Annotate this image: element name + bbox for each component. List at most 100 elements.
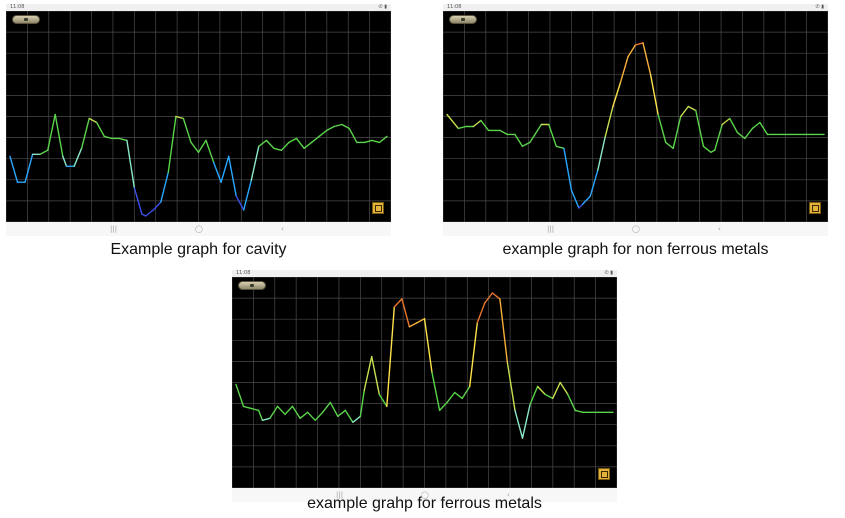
signal-segment	[529, 385, 539, 406]
home-icon[interactable]: ◯	[632, 225, 640, 233]
signal-segment	[337, 409, 347, 418]
signal-segment	[555, 145, 565, 150]
menu-pill-button[interactable]	[238, 281, 266, 290]
signal-segment	[378, 393, 388, 408]
android-nav-bar: ||| ◯ ‹	[232, 488, 617, 502]
signal-segment	[491, 292, 501, 300]
signal-segment	[250, 407, 260, 412]
signal-segment	[408, 322, 418, 328]
home-icon[interactable]: ◯	[195, 225, 203, 233]
signal-segment	[54, 113, 64, 158]
signal-segment	[438, 401, 448, 412]
signal-segment	[295, 137, 305, 150]
android-nav-bar: ||| ◯ ‹	[6, 222, 391, 236]
signal-segment	[160, 171, 170, 203]
back-icon[interactable]: ‹	[718, 225, 721, 233]
android-nav-bar: ||| ◯ ‹	[443, 222, 828, 236]
signal-segment	[370, 355, 381, 396]
signal-segment	[710, 149, 716, 154]
cavity-screenshot: 11:08 ✆ ▮ ||| ◯ ‹	[6, 4, 391, 236]
graph-screen	[443, 11, 828, 222]
signal-segment	[47, 113, 56, 152]
settings-badge-icon[interactable]	[598, 468, 610, 480]
signal-segment	[480, 119, 490, 132]
menu-pill-button[interactable]	[12, 15, 40, 24]
back-icon[interactable]: ‹	[281, 225, 284, 233]
status-time: 11:08	[236, 270, 251, 276]
signal-segment	[235, 195, 245, 211]
signal-segment	[453, 391, 463, 400]
signal-segment	[446, 391, 456, 404]
signal-segment	[250, 145, 260, 181]
signal-segment	[144, 209, 155, 217]
signal-segment	[664, 141, 674, 150]
signal-segment	[126, 139, 136, 189]
home-icon[interactable]: ◯	[421, 491, 429, 499]
signal-segment	[446, 113, 460, 130]
cavity-graph	[6, 11, 391, 222]
status-system-icons: ✆ ▮	[378, 4, 387, 10]
signal-segment	[759, 121, 769, 136]
signal-segment	[321, 401, 332, 414]
signal-segment	[457, 125, 467, 130]
signal-segment	[261, 417, 271, 422]
signal-segment	[273, 147, 283, 152]
ferrous-graph	[232, 277, 617, 488]
signal-segment	[363, 139, 373, 144]
signal-segment	[175, 115, 185, 120]
signal-segment	[695, 109, 705, 148]
recent-apps-icon[interactable]: |||	[336, 491, 344, 499]
signal-segment	[619, 56, 629, 84]
signal-segment	[269, 405, 279, 420]
signal-segment	[306, 411, 316, 422]
pill-icon	[461, 18, 465, 21]
signal-segment	[672, 115, 682, 150]
signal-segment	[679, 105, 690, 118]
signal-segment	[314, 411, 324, 422]
signal-segment	[567, 393, 576, 412]
signal-segment	[506, 361, 516, 412]
signal-segment	[744, 127, 754, 140]
signal-segment	[514, 133, 524, 148]
status-bar: 11:08 ✆ ▮	[6, 4, 391, 11]
signal-segment	[141, 213, 147, 217]
signal-segment	[627, 44, 637, 58]
signal-segment	[484, 292, 494, 304]
recent-apps-icon[interactable]: |||	[547, 225, 555, 233]
status-time: 11:08	[447, 4, 462, 10]
signal-segment	[570, 189, 580, 209]
signal-segment	[242, 405, 252, 410]
recent-apps-icon[interactable]: |||	[110, 225, 118, 233]
status-bar: 11:08 ✆ ▮	[443, 4, 828, 11]
signal-segment	[80, 117, 90, 150]
signal-segment	[352, 415, 362, 424]
signal-segment	[257, 409, 264, 422]
signal-segment	[62, 155, 68, 168]
signal-segment	[736, 131, 746, 140]
signal-segment	[39, 149, 49, 156]
signal-segment	[280, 141, 290, 152]
signal-segment	[751, 121, 761, 130]
settings-badge-icon[interactable]	[809, 202, 821, 214]
back-icon[interactable]: ‹	[507, 491, 510, 499]
signal-segment	[242, 179, 253, 211]
signal-segment	[714, 123, 723, 152]
signal-segment	[152, 201, 162, 211]
graph-screen	[6, 11, 391, 222]
signal-segment	[344, 409, 354, 424]
status-time: 11:08	[10, 4, 25, 10]
non-ferrous-graph	[443, 11, 828, 222]
menu-pill-button[interactable]	[449, 15, 477, 24]
status-system-icons: ✆ ▮	[815, 4, 824, 10]
settings-badge-icon[interactable]	[372, 202, 384, 214]
signal-segment	[291, 405, 301, 420]
signal-segment	[431, 371, 441, 412]
signal-segment	[612, 81, 622, 108]
signal-segment	[552, 381, 561, 400]
signal-segment	[103, 135, 113, 140]
signal-segment	[386, 306, 396, 408]
signal-segment	[563, 147, 573, 191]
signal-segment	[521, 141, 531, 148]
signal-segment	[310, 135, 320, 144]
signal-segment	[578, 203, 584, 209]
